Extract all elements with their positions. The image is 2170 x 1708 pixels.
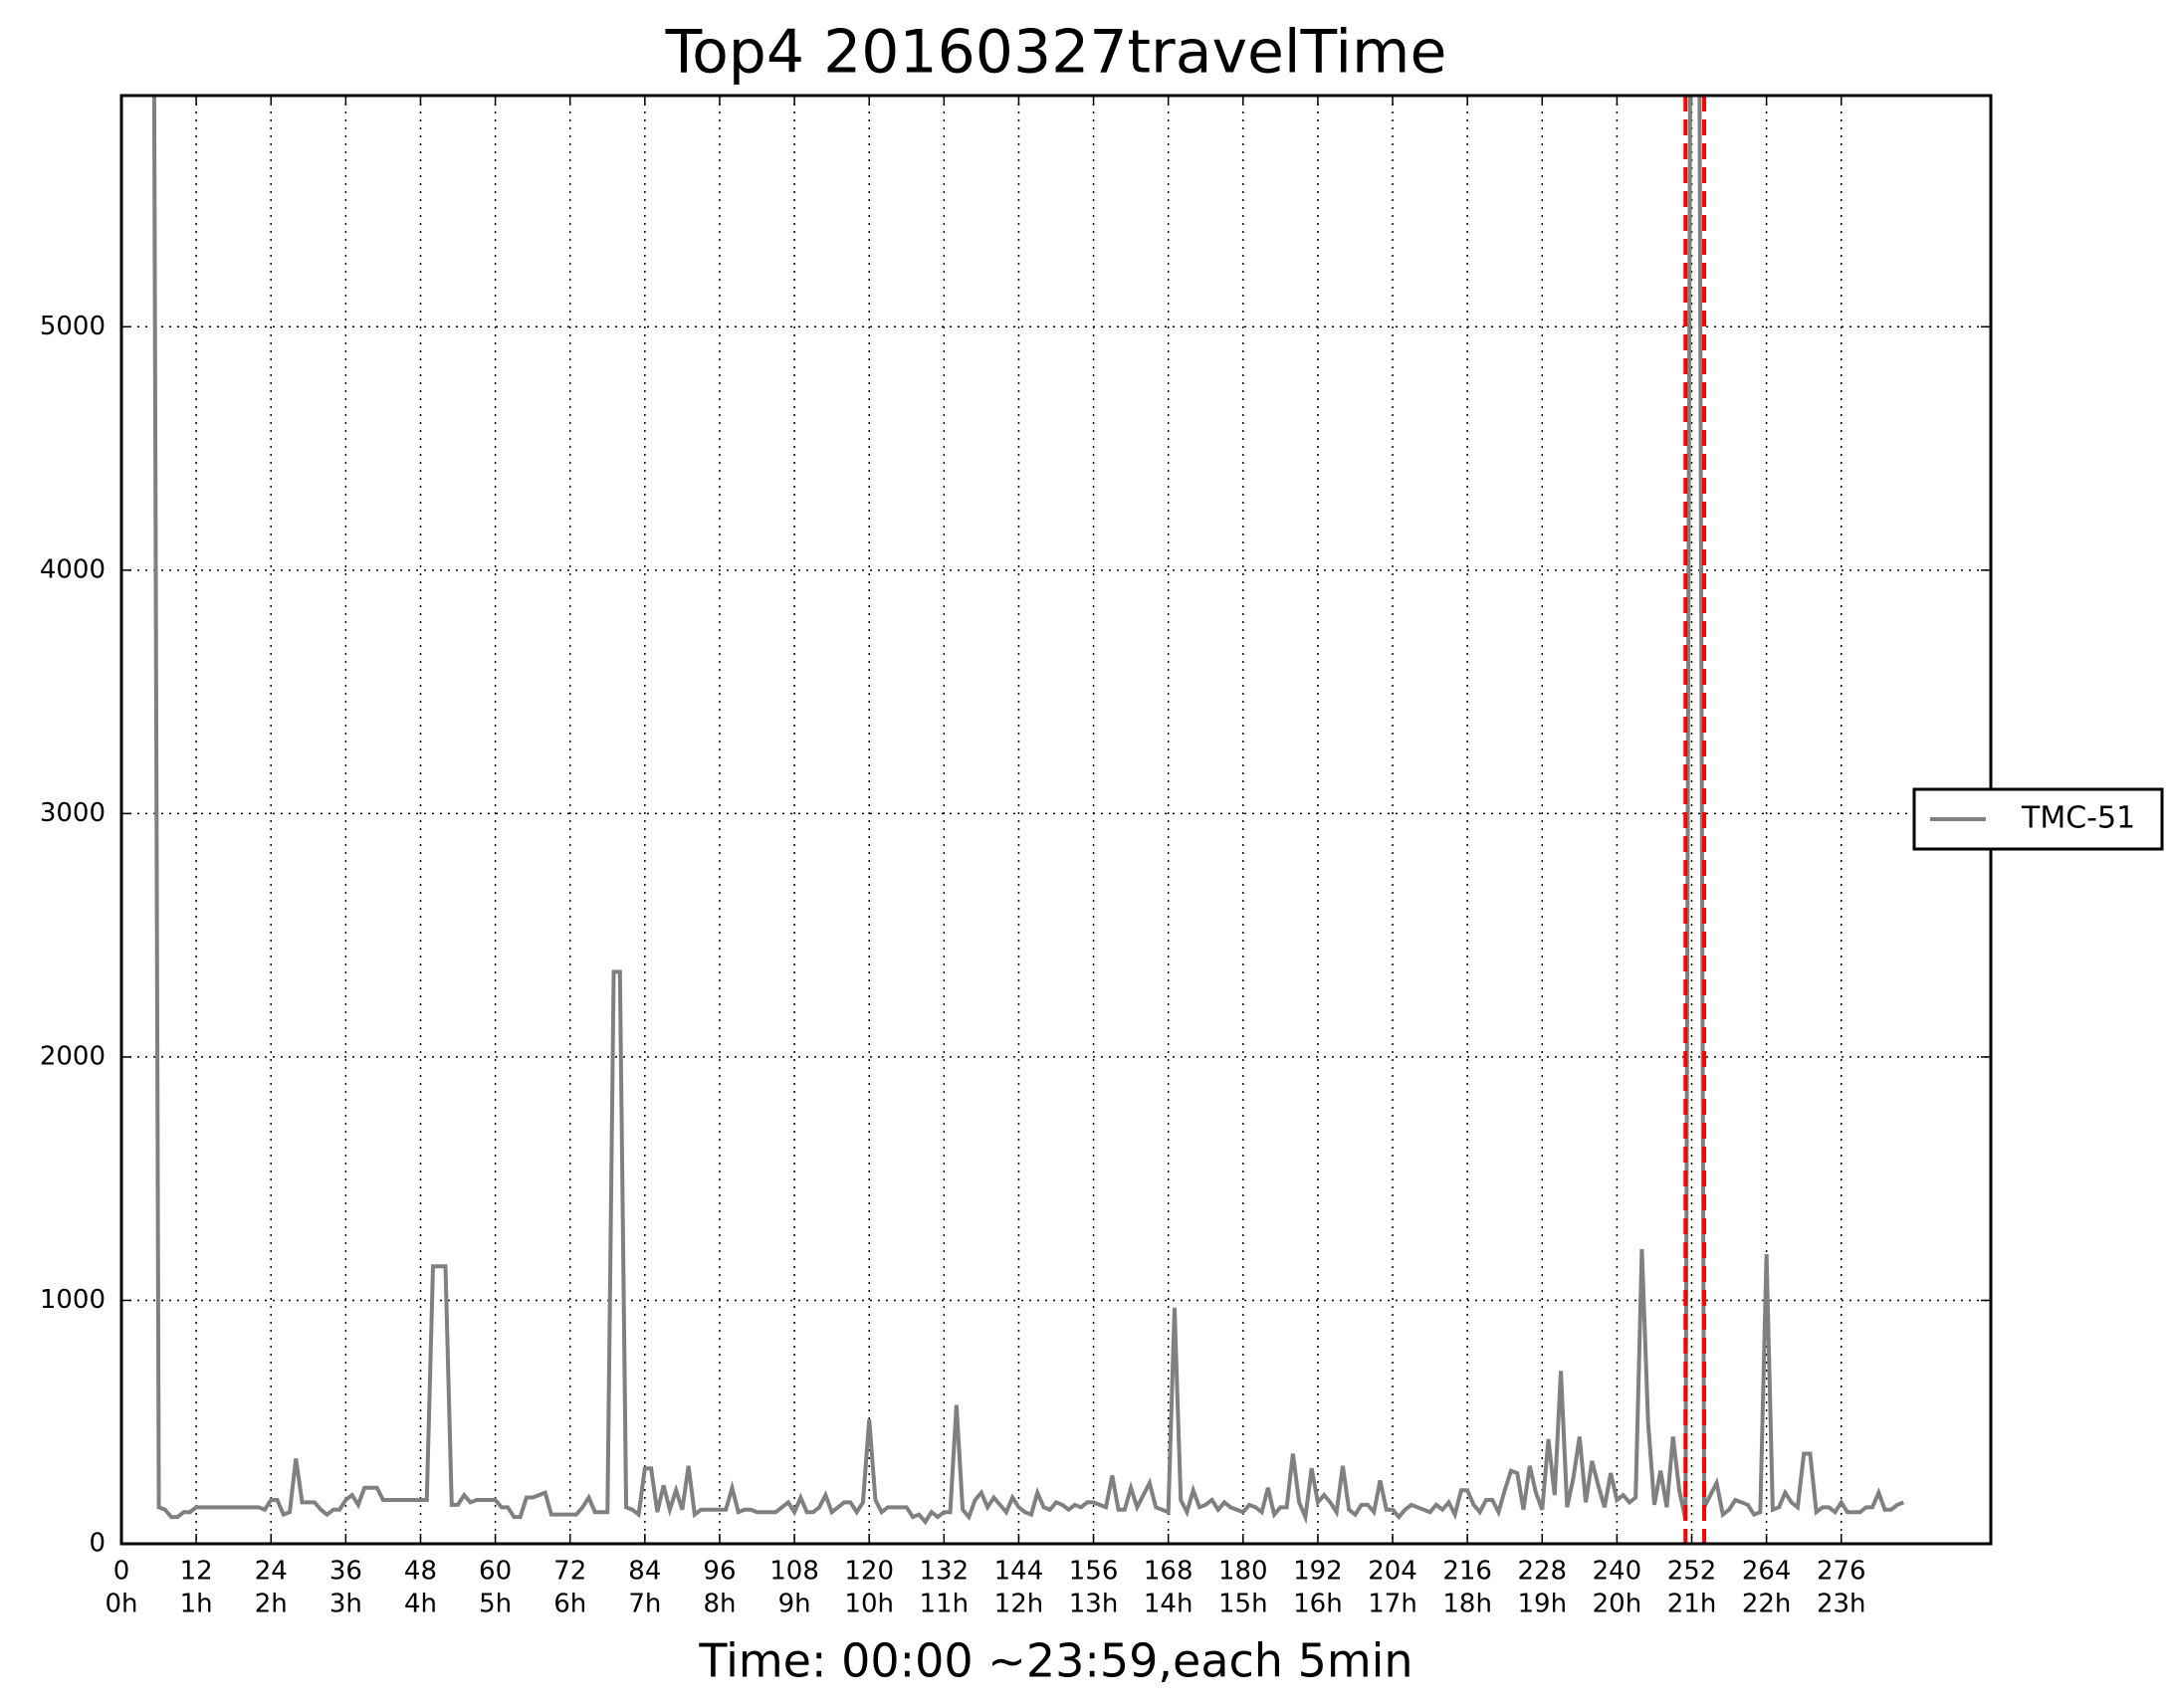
x-tick-label: 132	[919, 1557, 969, 1587]
x-tick-label: 48	[404, 1557, 437, 1587]
x-axis-label: Time: 00:00 ~23:59,each 5min	[698, 1634, 1412, 1688]
y-tick-label: 1000	[40, 1285, 106, 1315]
x-tick-label: 180	[1218, 1557, 1268, 1587]
x-tick-label: 240	[1593, 1557, 1642, 1587]
x-tick-hour-label: 21h	[1667, 1590, 1717, 1619]
x-tick-label: 60	[479, 1557, 512, 1587]
x-tick-hour-label: 9h	[778, 1590, 811, 1619]
plot-frame	[119, 94, 1993, 1546]
x-tick-label: 252	[1667, 1557, 1717, 1587]
x-tick-hour-label: 4h	[404, 1590, 437, 1619]
x-tick-label: 120	[844, 1557, 894, 1587]
x-tick-hour-label: 6h	[553, 1590, 586, 1619]
y-tick-label: 5000	[40, 312, 106, 341]
chart-title: Top4 20160327travelTime	[665, 18, 1447, 88]
x-tick-label: 264	[1742, 1557, 1792, 1587]
x-tick-hour-label: 18h	[1442, 1590, 1492, 1619]
x-tick-hour-label: 19h	[1517, 1590, 1567, 1619]
x-tick-hour-label: 8h	[703, 1590, 736, 1619]
legend-label: TMC-51	[2021, 801, 2135, 836]
x-tick-hour-label: 23h	[1817, 1590, 1866, 1619]
x-tick-label: 144	[994, 1557, 1044, 1587]
x-tick-hour-label: 7h	[628, 1590, 661, 1619]
x-tick-label: 12	[180, 1557, 213, 1587]
y-tick-label: 3000	[40, 798, 106, 828]
x-tick-hour-label: 10h	[844, 1590, 894, 1619]
y-tick-label: 2000	[40, 1041, 106, 1071]
x-tick-hour-label: 11h	[920, 1590, 970, 1619]
x-tick-label: 36	[329, 1557, 362, 1587]
x-tick-label: 216	[1442, 1557, 1492, 1587]
x-tick-hour-label: 14h	[1144, 1590, 1194, 1619]
plot-area	[151, 96, 1905, 1544]
x-tick-hour-label: 17h	[1368, 1590, 1417, 1619]
x-tick-label: 228	[1517, 1557, 1567, 1587]
x-tick-label: 156	[1069, 1557, 1119, 1587]
x-tick-hour-label: 2h	[255, 1590, 288, 1619]
x-tick-label: 24	[255, 1557, 288, 1587]
x-tick-label: 72	[553, 1557, 586, 1587]
x-tick-label: 204	[1368, 1557, 1417, 1587]
x-tick-label: 0	[113, 1557, 130, 1587]
x-tick-label: 192	[1293, 1557, 1343, 1587]
x-tick-label: 84	[628, 1557, 661, 1587]
x-tick-hour-label: 3h	[329, 1590, 362, 1619]
x-tick-hour-label: 1h	[180, 1590, 213, 1619]
x-tick-label: 96	[703, 1557, 736, 1587]
x-tick-hour-label: 16h	[1293, 1590, 1343, 1619]
x-tick-hour-label: 20h	[1593, 1590, 1642, 1619]
x-tick-label: 168	[1144, 1557, 1194, 1587]
y-tick-label: 4000	[40, 554, 106, 584]
x-tick-hour-label: 0h	[105, 1590, 137, 1619]
x-tick-hour-label: 15h	[1218, 1590, 1268, 1619]
x-tick-hour-label: 13h	[1069, 1590, 1119, 1619]
x-tick-hour-label: 12h	[994, 1590, 1044, 1619]
x-tick-hour-label: 22h	[1742, 1590, 1792, 1619]
x-tick-hour-label: 5h	[479, 1590, 512, 1619]
y-tick-label: 0	[89, 1529, 106, 1559]
x-tick-label: 276	[1817, 1557, 1866, 1587]
x-tick-label: 108	[769, 1557, 819, 1587]
data-line	[151, 96, 1905, 1526]
